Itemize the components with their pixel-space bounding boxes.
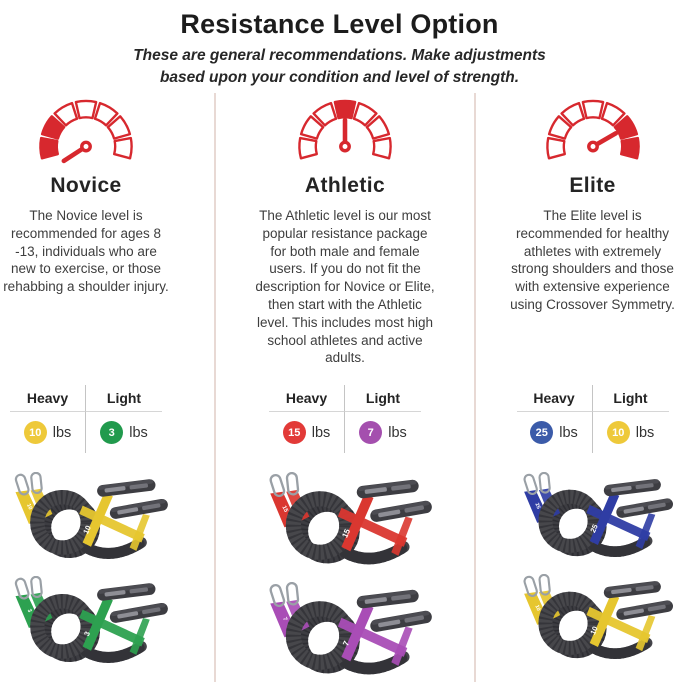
unit-label: lbs bbox=[559, 424, 578, 441]
heavy-header: Heavy bbox=[269, 385, 345, 412]
light-weight: 10 lbs bbox=[593, 412, 669, 453]
weights-table-elite: Heavy Light 25 lbs 10 lbs bbox=[516, 385, 669, 453]
column-elite: Elite The Elite level is recommended for… bbox=[476, 93, 679, 682]
svg-text:10: 10 bbox=[25, 503, 33, 511]
svg-text:25: 25 bbox=[588, 523, 600, 534]
heavy-header: Heavy bbox=[516, 385, 593, 412]
heavy-weight-badge: 15 bbox=[282, 421, 306, 444]
light-header: Light bbox=[345, 385, 421, 412]
gauge-low-icon bbox=[39, 99, 133, 164]
level-title-elite: Elite bbox=[569, 174, 616, 197]
svg-text:3: 3 bbox=[82, 630, 92, 638]
svg-text:25: 25 bbox=[533, 502, 541, 510]
gauge-high-icon bbox=[545, 99, 640, 160]
svg-text:10: 10 bbox=[533, 604, 541, 612]
level-title-novice: Novice bbox=[50, 174, 122, 197]
level-title-athletic: Athletic bbox=[304, 174, 386, 197]
svg-text:15: 15 bbox=[340, 527, 352, 539]
light-header: Light bbox=[592, 385, 669, 412]
light-weight-badge: 10 bbox=[606, 421, 630, 444]
unit-label: lbs bbox=[635, 424, 655, 441]
heavy-weight-badge: 10 bbox=[23, 421, 47, 444]
light-weight: 7 lbs bbox=[345, 412, 421, 453]
svg-text:10: 10 bbox=[81, 524, 93, 535]
light-weight-badge: 3 bbox=[100, 421, 124, 444]
svg-text:15: 15 bbox=[280, 505, 288, 514]
unit-label: lbs bbox=[311, 424, 331, 441]
page-title: Resistance Level Option bbox=[180, 9, 499, 39]
heavy-weight: 10 lbs bbox=[10, 412, 86, 453]
level-description-elite: The Elite level is recommended for healt… bbox=[510, 208, 675, 312]
page-subtitle: These are general recommendations. Make … bbox=[133, 47, 546, 86]
header: Resistance Level Option These are genera… bbox=[0, 0, 679, 89]
level-description-athletic: The Athletic level is our most popular r… bbox=[255, 208, 435, 366]
resistance-band-photo-light: 10 10 bbox=[522, 574, 673, 660]
weights-table-athletic: Heavy Light 15 lbs 7 lbs bbox=[269, 385, 421, 453]
heavy-weight: 15 lbs bbox=[269, 412, 345, 453]
light-header: Light bbox=[86, 385, 162, 412]
svg-text:7: 7 bbox=[341, 639, 351, 647]
svg-text:3: 3 bbox=[26, 608, 33, 613]
unit-label: lbs bbox=[52, 424, 72, 441]
level-description-novice: The Novice level is recommended for ages… bbox=[3, 208, 169, 295]
light-weight-badge: 7 bbox=[359, 421, 383, 444]
svg-text:7: 7 bbox=[281, 616, 288, 621]
heavy-weight: 25 lbs bbox=[517, 412, 593, 453]
levels-grid: Novice The Novice level is recommended f… bbox=[0, 93, 679, 682]
resistance-band-photo-light: 77 bbox=[269, 582, 432, 675]
weights-table-novice: Heavy Light 10 lbs 3 lbs bbox=[10, 385, 162, 453]
light-weight: 3 lbs bbox=[86, 412, 162, 453]
svg-text:10: 10 bbox=[588, 625, 600, 636]
column-novice: Novice The Novice level is recommended f… bbox=[0, 93, 214, 682]
unit-label: lbs bbox=[129, 424, 148, 441]
gauge-mid-icon bbox=[298, 99, 392, 160]
resistance-band-photo-light: 33 bbox=[14, 576, 168, 663]
resistance-band-photo-heavy: 25 25 bbox=[522, 472, 673, 558]
unit-label: lbs bbox=[388, 424, 407, 441]
column-athletic: Athletic The Athletic level is our most … bbox=[214, 93, 476, 682]
heavy-header: Heavy bbox=[10, 385, 86, 412]
heavy-weight-badge: 25 bbox=[530, 421, 554, 444]
resistance-band-photo-heavy: 10 10 bbox=[14, 472, 168, 559]
